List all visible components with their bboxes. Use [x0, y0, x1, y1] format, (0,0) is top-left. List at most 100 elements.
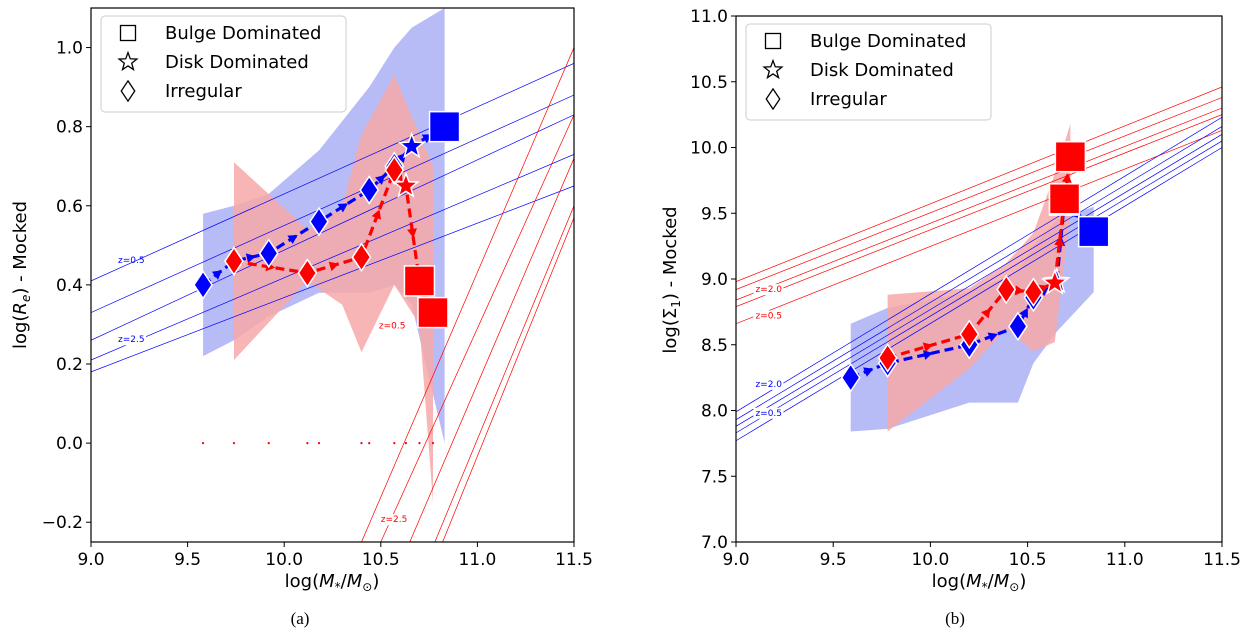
legend-square-icon: [119, 24, 137, 42]
blue-reference-line: [91, 63, 574, 282]
legend-label: Bulge Dominated: [810, 31, 966, 52]
zero-dot: [418, 442, 421, 445]
red-diamond-marker: [297, 258, 318, 288]
x-axis-label: log(M*/M⊙): [285, 571, 380, 594]
data-series: [840, 140, 1110, 393]
annotation-background: [116, 334, 147, 346]
y-tick-label: 8.5: [701, 336, 728, 356]
y-tick-label: 0.6: [56, 197, 83, 217]
x-tick-label: 9.0: [77, 550, 104, 570]
y-tick-label: 0.4: [56, 276, 83, 296]
caption-a: (a): [291, 609, 310, 628]
blue-reference-line: [736, 134, 1222, 427]
blue-reference-line: [736, 126, 1222, 421]
y-tick-label: 11.0: [690, 7, 728, 27]
blue-square-marker: [428, 110, 461, 143]
y-tick-label: 9.5: [701, 204, 728, 224]
blue-arrow: [922, 350, 933, 360]
red-arrow: [371, 209, 381, 220]
red-band: [887, 123, 1071, 432]
blue-arrow: [211, 270, 223, 280]
red-arrow: [1061, 173, 1072, 183]
legend-box: [100, 15, 347, 113]
x-tick-label: 10.5: [362, 550, 400, 570]
red-reference-line: [361, 47, 574, 542]
annotation-background: [753, 284, 784, 296]
x-tick-label: 9.5: [820, 550, 847, 570]
plot-frame: [90, 7, 575, 543]
red-square-marker: [403, 265, 436, 297]
red-diamond-marker: [384, 155, 405, 186]
legend: Bulge Dominated Disk Dominated Irregular: [100, 15, 347, 113]
y-tick-label: −0.2: [42, 513, 83, 533]
legend-square-icon: [764, 32, 782, 50]
x-axis-ticks: 9.0 9.5 10.0 10.5 11.0 11.5: [722, 542, 1241, 570]
blue-arrow: [1019, 307, 1028, 319]
reference-lines: [736, 86, 1222, 442]
zero-dot: [404, 442, 408, 445]
y-tick-label: 0.2: [56, 355, 83, 375]
blue-arrow: [987, 332, 998, 342]
red-reference-line: [736, 97, 1222, 290]
red-diamond-marker: [877, 343, 898, 373]
x-tick-label: 11.5: [555, 550, 593, 570]
redshift-label: z=2.0: [755, 285, 782, 295]
redshift-label: z=2.0: [755, 380, 782, 390]
blue-diamond-marker: [840, 362, 861, 393]
blue-reference-line: [91, 185, 574, 373]
zero-dot: [431, 442, 435, 445]
blue-reference-line: [736, 116, 1222, 413]
legend-diamond-icon: [765, 87, 781, 111]
redshift-annotations: z=2.0 z=0.5 z=2.0 z=0.5: [753, 284, 784, 419]
zero-dot: [232, 442, 236, 445]
blue-reference-line: [91, 154, 574, 361]
red-reference-line: [442, 217, 574, 542]
red-diamond-marker: [351, 242, 372, 273]
blue-arrow: [863, 367, 874, 377]
reference-lines: [91, 47, 574, 542]
zero-dot: [368, 442, 371, 445]
blue-star-marker: [397, 131, 426, 159]
red-reference-line: [380, 114, 574, 542]
blue-reference-line: [736, 147, 1222, 442]
y-axis-label: log(Σ1) - Mocked: [660, 206, 683, 353]
y-tick-label: 10.0: [690, 139, 728, 159]
panel-b: z=2.0 z=0.5 z=2.0 z=0.5 9.0 9.5 10.0 10.5 11.0 1…: [660, 7, 1241, 628]
red-diamond-marker: [996, 274, 1017, 305]
red-reference-line: [736, 86, 1222, 282]
blue-arrow: [337, 203, 348, 213]
y-axis-ticks: −0.2 0.0 0.2 0.4 0.6 0.8 1.0: [42, 39, 91, 533]
blue-reference-line: [736, 140, 1222, 434]
annotation-background: [753, 378, 784, 390]
red-square-marker: [1054, 140, 1087, 173]
legend-star-icon: [762, 58, 784, 80]
legend-label: Disk Dominated: [165, 52, 309, 73]
panel-a: z=0.5 z=2.5 z=0.5 z=2.5 9.0 9.5 10.0 10.5 11.0 1…: [10, 7, 593, 628]
y-tick-label: 1.0: [56, 39, 83, 59]
zero-dot: [267, 442, 270, 445]
blue-reference-line: [91, 114, 574, 341]
red-square-marker: [417, 296, 449, 329]
x-tick-label: 11.5: [1203, 550, 1241, 570]
red-square-marker: [1048, 183, 1081, 215]
blue-arrow: [245, 253, 256, 264]
redshift-label: z=2.5: [381, 515, 408, 525]
annotation-background: [753, 407, 784, 419]
red-arrow: [1014, 285, 1025, 296]
blue-arrow: [287, 235, 298, 245]
legend-diamond-icon: [120, 79, 136, 103]
zero-dot: [306, 442, 309, 445]
zero-dot: [317, 442, 321, 445]
blue-diamond-marker: [1007, 311, 1028, 342]
red-reference-line: [736, 107, 1222, 301]
red-arrow: [1054, 236, 1065, 246]
redshift-label: z=0.5: [755, 311, 782, 321]
x-axis-label: log(M*/M⊙): [932, 571, 1027, 594]
y-tick-label: 8.0: [701, 402, 728, 422]
zero-dot: [201, 442, 205, 445]
legend-label: Irregular: [810, 89, 887, 110]
red-diamond-marker: [224, 246, 244, 277]
blue-diamond-marker: [258, 238, 279, 269]
red-diamond-marker: [1023, 277, 1044, 308]
